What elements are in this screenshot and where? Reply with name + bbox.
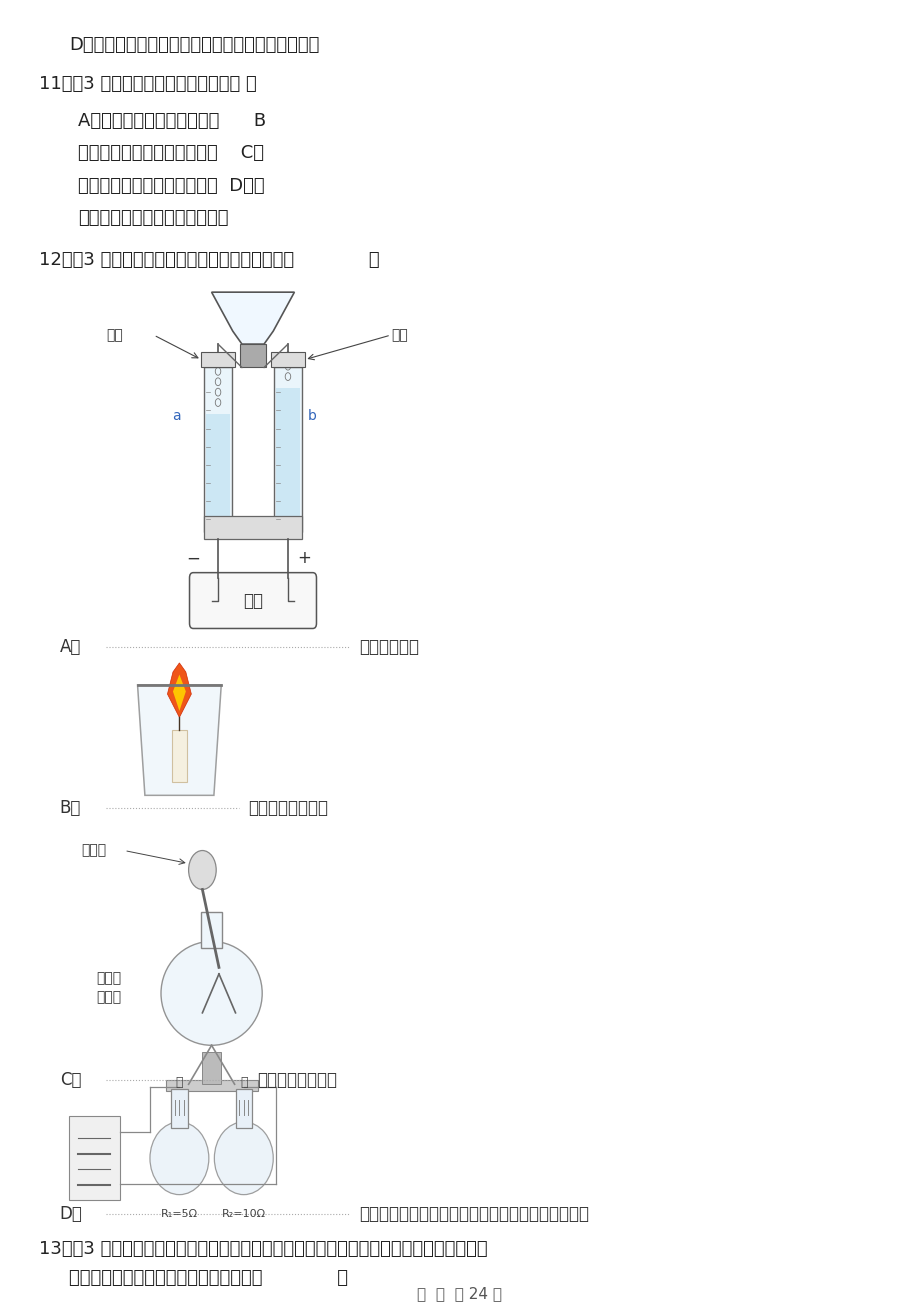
Polygon shape (173, 674, 186, 711)
Text: 电源: 电源 (243, 591, 263, 609)
Text: 第  页  共 24 页: 第 页 共 24 页 (417, 1286, 502, 1301)
Bar (204, 516, 301, 539)
Polygon shape (167, 663, 191, 717)
Polygon shape (138, 685, 221, 796)
Circle shape (188, 850, 216, 889)
Polygon shape (211, 292, 294, 344)
Bar (201, 911, 221, 948)
Text: 甲: 甲 (176, 1077, 183, 1090)
Text: B．: B． (60, 798, 81, 816)
Bar (165, 1081, 257, 1091)
Bar (201, 352, 234, 367)
Bar (235, 1090, 252, 1129)
Text: 12．（3 分）利用如下图器材不能完成的试验是（             ）: 12．（3 分）利用如下图器材不能完成的试验是（ ） (39, 251, 379, 268)
Text: R₂=10Ω: R₂=10Ω (221, 1210, 266, 1219)
Text: 金属杆: 金属杆 (96, 971, 121, 984)
Text: +: + (297, 549, 311, 568)
Text: D．: D． (60, 1206, 83, 1223)
Text: R₁=5Ω: R₁=5Ω (161, 1210, 198, 1219)
Text: 乙: 乙 (240, 1077, 247, 1090)
Bar (69, 1116, 119, 1200)
Bar (172, 730, 187, 783)
Text: A．: A． (60, 638, 81, 656)
Bar (274, 367, 301, 533)
Text: 成红色。对该现象的微观解释合理的是（             ）: 成红色。对该现象的微观解释合理的是（ ） (69, 1268, 347, 1286)
Text: 11．（3 分）以下分类正确的选项是（ ）: 11．（3 分）以下分类正确的选项是（ ） (39, 76, 256, 94)
Text: C．: C． (60, 1072, 81, 1090)
Ellipse shape (214, 1122, 273, 1195)
Text: b: b (308, 409, 317, 423)
FancyBboxPatch shape (189, 573, 316, 629)
Text: 活塞: 活塞 (106, 328, 122, 342)
Bar (206, 414, 230, 531)
Bar (276, 388, 300, 531)
Bar (171, 1090, 187, 1129)
Bar (240, 344, 266, 367)
Bar (271, 352, 304, 367)
Text: ．绝缘体：橡胶、玻璃、石墨    C．: ．绝缘体：橡胶、玻璃、石墨 C． (78, 145, 264, 163)
Text: 金属箔: 金属箔 (96, 991, 121, 1004)
Text: 探究水的组成: 探究水的组成 (358, 638, 418, 656)
Text: −: − (186, 549, 199, 568)
Bar (202, 1052, 221, 1085)
Text: 洁物：液态氧、金刚石、矿泉水: 洁物：液态氧、金刚石、矿泉水 (78, 210, 229, 227)
Text: 金属球: 金属球 (81, 844, 106, 858)
Text: 检验物体是否带电: 检验物体是否带电 (257, 1072, 337, 1090)
Ellipse shape (161, 941, 262, 1046)
Text: 活塞: 活塞 (391, 328, 407, 342)
Text: A．非晶体：冰、松香、沥青      B: A．非晶体：冰、松香、沥青 B (78, 112, 266, 130)
Text: 探究电流通过导体产生热量的多少与电流大小的关系: 探究电流通过导体产生热量的多少与电流大小的关系 (358, 1206, 588, 1223)
Text: D．两名同学玩跷跷板时，质量小的同学离支点近些: D．两名同学玩跷跷板时，质量小的同学离支点近些 (69, 36, 319, 55)
Text: 验证燃烧需要氧气: 验证燃烧需要氧气 (248, 798, 328, 816)
Text: 稀有气体：氦气、氖气、氩气  D．纯: 稀有气体：氦气、氖气、氩气 D．纯 (78, 177, 265, 195)
Bar (204, 367, 232, 533)
Text: a: a (172, 409, 180, 423)
Ellipse shape (150, 1122, 209, 1195)
Text: 13．（3 分）按如下图进展试验。当观看到热水大面积变成红色时，冷水中只有品红四周变: 13．（3 分）按如下图进展试验。当观看到热水大面积变成红色时，冷水中只有品红四… (39, 1241, 487, 1258)
